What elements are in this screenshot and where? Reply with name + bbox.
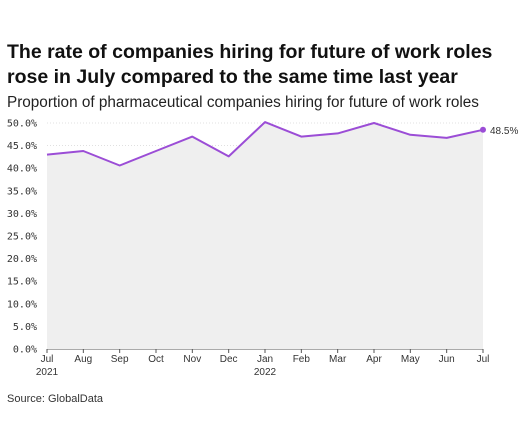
y-axis-ticks: 0.0% 5.0% 10.0% 15.0% 20.0% 25.0% 30.0% 35.0% 40… [7,119,37,356]
y-tick-label: 25.0% [7,232,37,243]
y-tick-label: 20.0% [7,254,37,265]
series-line [46,121,484,167]
x-tick-label: Jan [257,354,273,365]
end-value-label: 48.5% [490,126,518,137]
area-fill [47,122,483,349]
x-year-label: 2021 [36,367,59,378]
y-tick-label: 10.0% [7,299,37,310]
x-tick-label: Jul [477,354,490,365]
source-note: Source: GlobalData [7,393,103,405]
x-tick-label: Oct [148,354,164,365]
y-tick-label: 0.0% [13,345,37,356]
x-tick-label: Nov [183,354,201,365]
x-tick-label: Apr [366,354,382,365]
x-tick-label: Jul [41,354,54,365]
x-tick-label: Mar [329,354,347,365]
x-tick-label: May [401,354,420,365]
end-point-marker [480,126,486,133]
x-tick-label: Feb [293,354,311,365]
y-tick-label: 15.0% [7,277,37,288]
chart-subtitle: Proportion of pharmaceutical companies h… [7,94,479,111]
x-tick-label: Jun [439,354,455,365]
y-tick-label: 45.0% [7,141,37,152]
y-tick-label: 35.0% [7,186,37,197]
x-axis-ticks: Jul Aug Sep Oct Nov Dec Jan Feb Mar Apr May Jun Jul 2… [36,349,490,378]
x-tick-label: Aug [74,354,92,365]
x-tick-label: Dec [220,354,238,365]
y-tick-label: 30.0% [7,209,37,220]
x-tick-label: Sep [111,354,129,365]
y-tick-label: 50.0% [7,119,37,130]
chart-title: The rate of companies hiring for future … [7,41,493,88]
x-year-label: 2022 [254,367,277,378]
y-tick-label: 5.0% [13,322,37,333]
y-tick-label: 40.0% [7,164,37,175]
